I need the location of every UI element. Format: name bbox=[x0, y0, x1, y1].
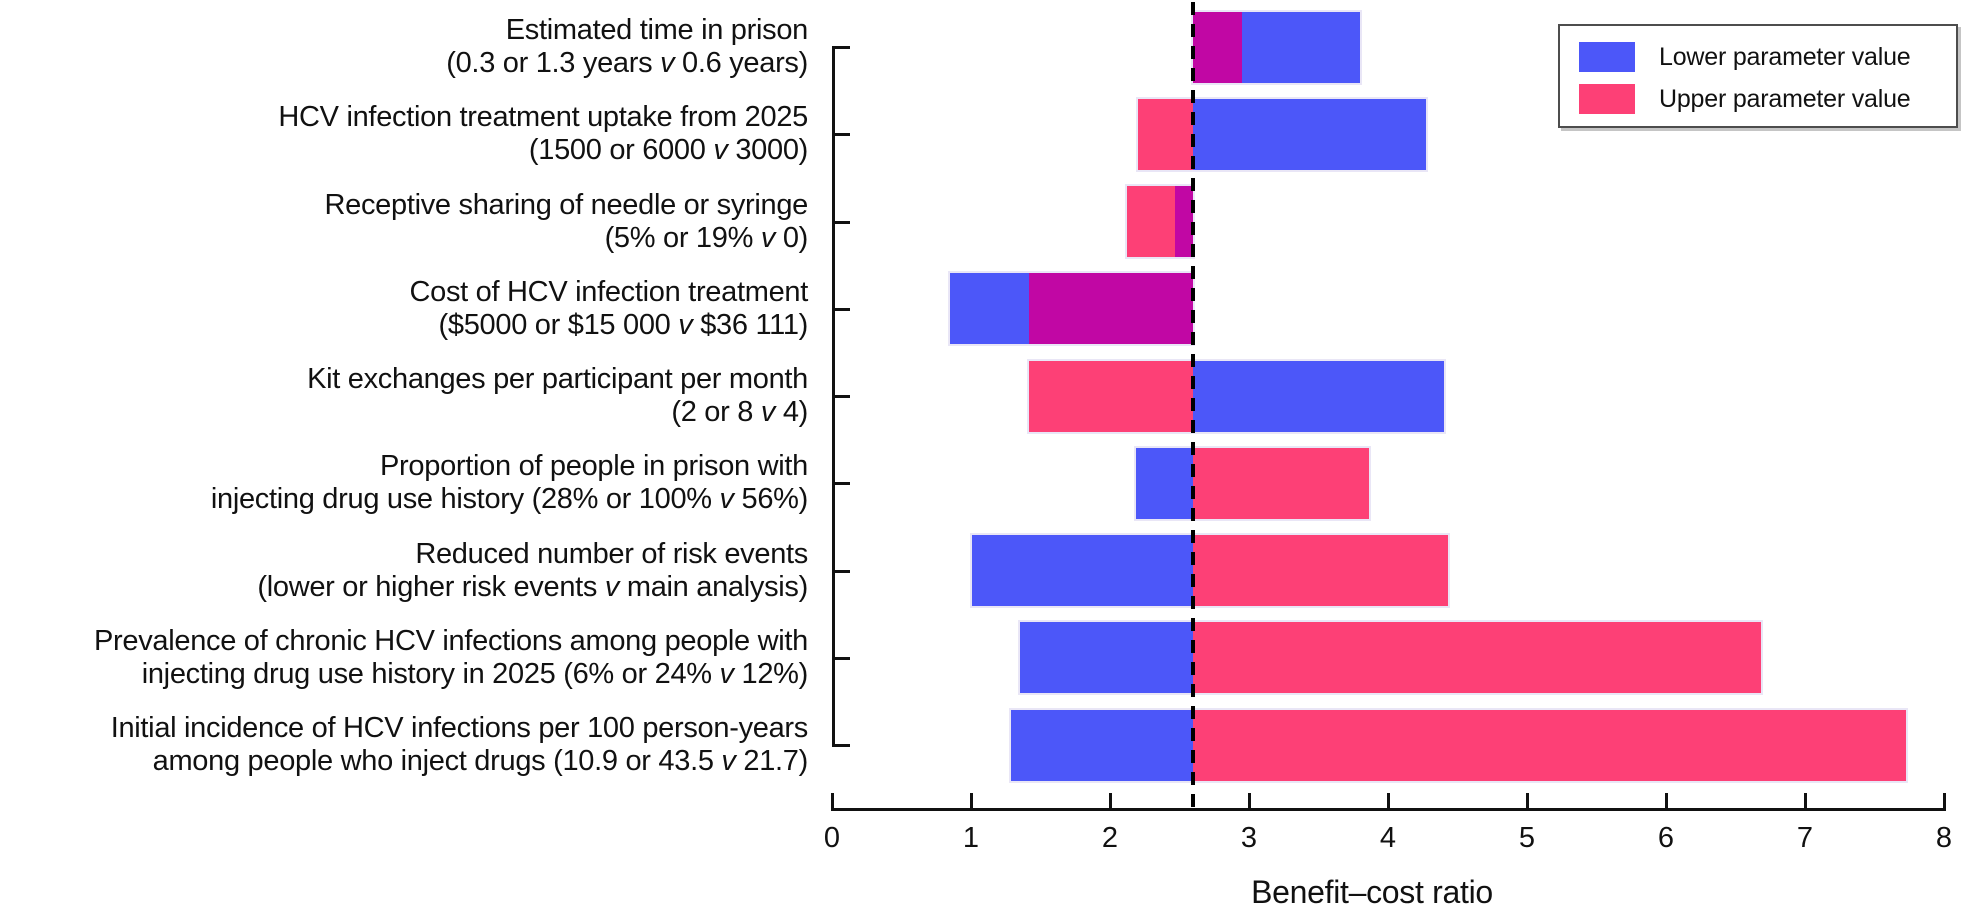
bar-upper-value bbox=[1137, 98, 1194, 170]
x-tick-label: 4 bbox=[1379, 822, 1397, 854]
category-label: Estimated time in prison (0.3 or 1.3 year… bbox=[446, 14, 808, 79]
category-label: Initial incidence of HCV infections per … bbox=[110, 712, 809, 777]
x-tick bbox=[1387, 793, 1390, 810]
bar-lower-value bbox=[1193, 360, 1444, 432]
bar-overlap bbox=[1193, 11, 1243, 83]
category-label: Prevalence of chronic HCV infections amo… bbox=[93, 624, 808, 690]
legend-label-lower: Lower parameter value bbox=[1659, 42, 1911, 71]
y-tick bbox=[832, 220, 850, 224]
x-tick bbox=[1804, 793, 1807, 810]
y-tick bbox=[832, 569, 850, 573]
x-tick-label: 7 bbox=[1796, 822, 1814, 854]
legend-item-lower: Lower parameter value bbox=[1579, 42, 1911, 72]
category-label: Kit exchanges per participant per month(… bbox=[307, 363, 808, 428]
x-tick bbox=[970, 793, 973, 810]
x-axis-title: Benefit–cost ratio bbox=[1251, 874, 1493, 910]
x-tick bbox=[1109, 793, 1112, 810]
x-tick-label: 5 bbox=[1518, 822, 1536, 854]
baseline-dashed-line bbox=[1191, 2, 1196, 810]
y-tick bbox=[832, 656, 850, 660]
y-tick bbox=[832, 46, 850, 49]
category-label: HCV infection treatment uptake from 2025… bbox=[278, 101, 808, 167]
x-tick-label: 3 bbox=[1240, 822, 1258, 854]
x-tick bbox=[1943, 793, 1946, 810]
bar-overlap bbox=[1175, 186, 1194, 257]
y-tick bbox=[832, 133, 850, 137]
category-label: Reduced number of risk events (lower or h… bbox=[257, 537, 808, 603]
legend-swatch-upper bbox=[1579, 84, 1635, 114]
category-label: Proportion of people in prison with injec… bbox=[210, 450, 808, 516]
category-label: Receptive sharing of needle or syringe (5… bbox=[324, 188, 809, 254]
x-tick-label: 2 bbox=[1101, 822, 1119, 854]
category-label: Cost of HCV infection treatment ($5000 or… bbox=[409, 275, 809, 341]
bar-lower-value bbox=[1011, 709, 1194, 781]
bar-lower-value bbox=[1136, 447, 1194, 519]
x-tick bbox=[1248, 793, 1251, 810]
bar-upper-value bbox=[1029, 360, 1194, 432]
legend-label-upper: Upper parameter value bbox=[1659, 84, 1911, 113]
legend: Lower parameter value Upper parameter va… bbox=[1558, 24, 1958, 128]
bar-lower-value bbox=[972, 535, 1194, 606]
bar-upper-value bbox=[1193, 709, 1907, 781]
legend-swatch-lower bbox=[1579, 42, 1635, 72]
bar-upper-value bbox=[1193, 535, 1448, 606]
x-tick-label: 6 bbox=[1657, 822, 1675, 854]
y-tick bbox=[832, 307, 850, 311]
x-tick-label: 0 bbox=[823, 822, 841, 854]
x-tick-label: 1 bbox=[962, 822, 980, 854]
x-tick bbox=[831, 793, 834, 810]
y-tick bbox=[832, 744, 850, 747]
bar-overlap bbox=[1029, 273, 1194, 345]
y-tick bbox=[832, 395, 850, 398]
y-tick bbox=[832, 482, 850, 486]
x-tick-label: 8 bbox=[1935, 822, 1953, 854]
bar-lower-value bbox=[1193, 98, 1426, 170]
x-tick bbox=[1665, 793, 1668, 810]
x-tick bbox=[1526, 793, 1529, 810]
bar-lower-value bbox=[1019, 622, 1194, 694]
bar-upper-value bbox=[1193, 622, 1761, 694]
bar-upper-value bbox=[1193, 447, 1369, 519]
legend-item-upper: Upper parameter value bbox=[1579, 84, 1911, 114]
